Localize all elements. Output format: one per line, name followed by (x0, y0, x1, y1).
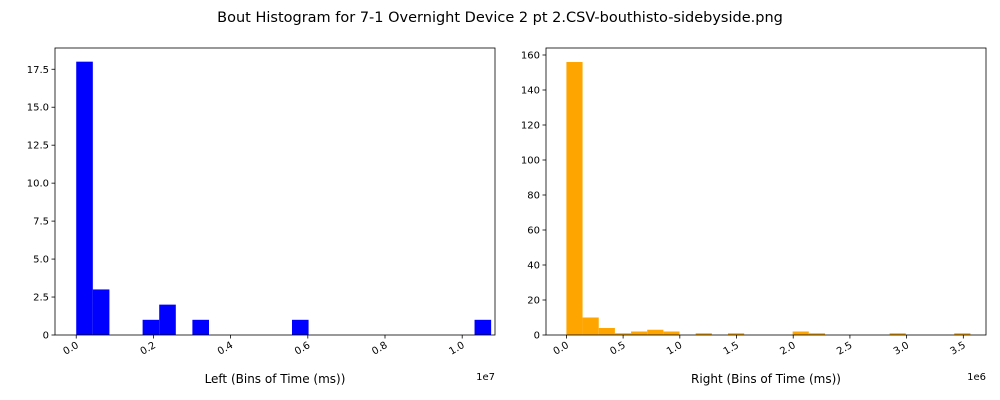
right-histogram-x-offset-label: 1e6 (967, 372, 986, 383)
right-histogram-x-tick-label: 2.5 (835, 340, 854, 357)
left-histogram-y-tick-label: 7.5 (33, 217, 49, 228)
left-histogram-x-tick-label: 1.0 (447, 340, 466, 357)
figure-title: Bout Histogram for 7-1 Overnight Device … (217, 10, 783, 26)
right-histogram-y-tick-label: 120 (521, 121, 540, 132)
left-histogram-axes-frame (54, 47, 496, 336)
left-histogram-y-tick-label: 12.5 (27, 141, 49, 152)
right-histogram-y-tick-label: 0 (534, 331, 540, 342)
left-histogram-x-axis: 0.0 0.2 0.4 0.6 0.8 1.0 (61, 335, 467, 358)
left-histogram-y-axis: 0 2.5 5.0 7.5 10.0 12.5 15.0 17.5 (27, 65, 55, 342)
left-histogram-y-tick-label: 17.5 (27, 65, 49, 76)
right-histogram-bar (582, 317, 599, 335)
left-histogram-bar (142, 319, 160, 335)
right-histogram-bar (695, 333, 712, 335)
left-histogram-y-tick-label: 0 (43, 331, 49, 342)
right-histogram-bar (728, 333, 745, 335)
left-histogram-x-tick-label: 0.4 (216, 340, 235, 357)
right-histogram-bar (889, 333, 906, 335)
right-histogram-y-tick-label: 20 (527, 296, 540, 307)
left-histogram-bar (76, 61, 93, 336)
right-histogram-x-tick-label: 0.5 (608, 340, 627, 357)
right-histogram-bar (566, 62, 583, 335)
left-histogram-y-tick-label: 2.5 (33, 293, 49, 304)
right-histogram-bar (614, 333, 632, 335)
right-histogram-y-tick-label: 100 (521, 156, 540, 167)
right-histogram-bar (808, 333, 825, 335)
right-histogram-x-tick-label: 3.5 (949, 340, 968, 357)
left-histogram-x-offset-label: 1e7 (476, 372, 495, 383)
left-histogram-bar (474, 319, 492, 335)
right-histogram-panel: 0 20 40 60 80 100 120 140 160 0.0 0.5 1.0 1.5 2.0 2.5 3… (521, 47, 987, 386)
right-histogram-y-tick-label: 80 (527, 191, 540, 202)
left-histogram-bars (76, 61, 492, 336)
left-histogram-bar (92, 289, 110, 335)
left-histogram-y-tick-label: 5.0 (33, 255, 49, 266)
left-histogram-x-tick-label: 0.2 (139, 340, 158, 357)
right-histogram-x-axis-label: Right (Bins of Time (ms)) (691, 372, 841, 386)
right-histogram-bar (647, 329, 664, 335)
right-histogram-bar (631, 331, 648, 335)
right-histogram-bars (566, 62, 971, 335)
right-histogram-x-tick-label: 1.5 (722, 340, 741, 357)
left-histogram-bar (192, 319, 209, 335)
right-histogram-y-tick-label: 40 (527, 261, 540, 272)
right-histogram-x-tick-label: 2.0 (778, 340, 797, 357)
left-histogram-panel: 02.55.07.510.012.515.017.50.0 0.2 0.4 0.6 0.… (27, 47, 496, 386)
right-histogram-x-tick-label: 0.0 (552, 340, 571, 357)
left-histogram-bar (159, 304, 176, 335)
right-histogram-bar (792, 331, 809, 335)
right-histogram-y-tick-label: 60 (527, 226, 540, 237)
right-histogram-y-axis: 0 20 40 60 80 100 120 140 160 (521, 51, 546, 342)
right-histogram-x-tick-label: 1.0 (665, 340, 684, 357)
left-histogram-bar (291, 319, 309, 335)
right-histogram-bar (598, 328, 615, 335)
right-histogram-y-tick-label: 140 (521, 86, 540, 97)
left-histogram-y-tick-label: 15.0 (27, 103, 49, 114)
right-histogram-x-tick-label: 3.0 (892, 340, 911, 357)
right-histogram-bar (663, 331, 680, 335)
left-histogram-x-tick-label: 0.6 (293, 340, 312, 357)
left-histogram-y-tick-label: 10.0 (27, 179, 49, 190)
left-histogram-x-axis-label: Left (Bins of Time (ms)) (205, 372, 346, 386)
right-histogram-axes-frame (545, 47, 987, 336)
left-histogram-x-tick-label: 0.0 (61, 340, 80, 357)
right-histogram-x-axis: 0.0 0.5 1.0 1.5 2.0 2.5 3.0 3.5 (552, 335, 968, 358)
right-histogram-bar (954, 333, 971, 335)
right-histogram-y-tick-label: 160 (521, 51, 540, 62)
left-histogram-x-tick-label: 0.8 (370, 340, 389, 357)
